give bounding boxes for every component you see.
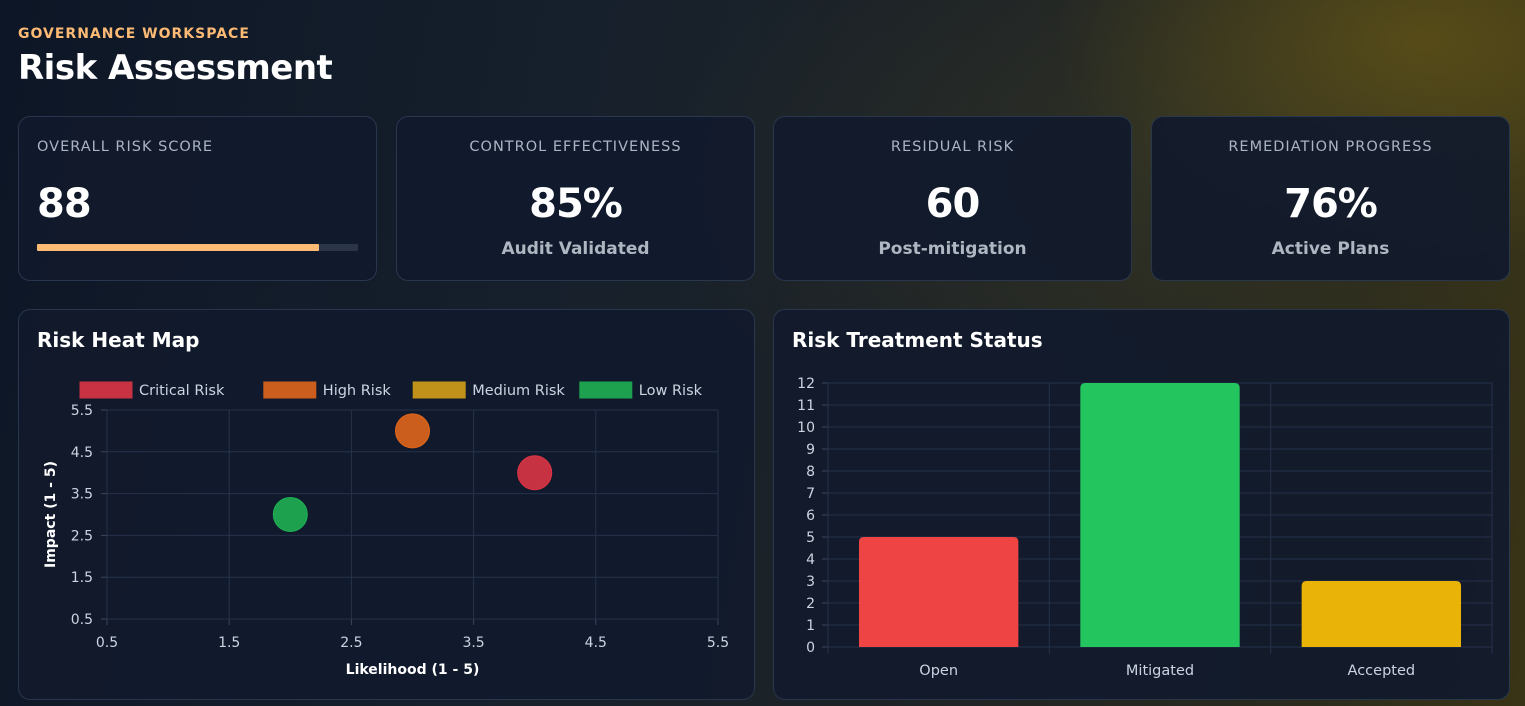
page-title: Risk Assessment bbox=[18, 48, 333, 88]
risk-score-progress-track bbox=[37, 244, 358, 251]
risk-score-progress-fill bbox=[37, 244, 320, 251]
y-tick-label: 3.5 bbox=[71, 487, 93, 503]
y-tick-label: 5.5 bbox=[71, 403, 93, 419]
kpi-subtitle: Post-mitigation bbox=[878, 239, 1027, 259]
y-tick-label: 7 bbox=[806, 486, 815, 502]
kpi-value: 60 bbox=[925, 181, 981, 227]
kpi-subtitle: Active Plans bbox=[1271, 239, 1390, 259]
y-tick-label: 1.5 bbox=[71, 570, 93, 586]
legend-label-1: High Risk bbox=[323, 383, 392, 399]
panel-title: Risk Treatment Status bbox=[792, 328, 1043, 352]
legend-swatch-1 bbox=[263, 381, 317, 399]
y-tick-label: 10 bbox=[797, 420, 815, 436]
y-tick-label: 12 bbox=[797, 376, 815, 392]
legend-swatch-3 bbox=[579, 381, 633, 399]
y-tick-label: 4.5 bbox=[71, 445, 93, 461]
x-tick-label: 4.5 bbox=[585, 635, 607, 651]
y-tick-label: 8 bbox=[806, 464, 815, 480]
kpi-value: 88 bbox=[37, 181, 92, 227]
y-tick-label: 4 bbox=[806, 552, 815, 568]
risk-point-high-risk bbox=[395, 413, 430, 449]
kpi-label: OVERALL RISK SCORE bbox=[37, 139, 214, 155]
kpi-remediation-progress: REMEDIATION PROGRESS 76% Active Plans bbox=[1151, 116, 1510, 281]
workspace-eyebrow: GOVERNANCE WORKSPACE bbox=[18, 26, 250, 42]
kpi-value: 85% bbox=[529, 181, 623, 227]
y-tick-label: 2.5 bbox=[71, 528, 93, 544]
y-tick-label: 5 bbox=[806, 530, 815, 546]
panel-title: Risk Heat Map bbox=[37, 328, 200, 352]
legend-swatch-0 bbox=[79, 381, 133, 399]
y-tick-label: 9 bbox=[806, 442, 815, 458]
y-axis-title: Impact (1 - 5) bbox=[43, 461, 59, 568]
kpi-value: 76% bbox=[1284, 181, 1378, 227]
legend-swatch-2 bbox=[412, 381, 466, 399]
bar-accepted bbox=[1301, 581, 1462, 647]
x-tick-label: 0.5 bbox=[96, 635, 118, 651]
y-tick-label: 0 bbox=[806, 640, 815, 656]
x-category-label: Mitigated bbox=[1126, 663, 1194, 679]
kpi-overall-risk-score: OVERALL RISK SCORE 88 bbox=[18, 116, 377, 281]
risk-point-low-risk bbox=[272, 497, 308, 532]
y-tick-label: 6 bbox=[806, 508, 815, 524]
risk-point-critical-risk bbox=[517, 455, 553, 491]
page-header: GOVERNANCE WORKSPACE Risk Assessment bbox=[18, 26, 333, 88]
x-axis-title: Likelihood (1 - 5) bbox=[346, 662, 480, 678]
kpi-control-effectiveness: CONTROL EFFECTIVENESS 85% Audit Validate… bbox=[396, 116, 755, 281]
risk-heat-map-chart: Critical Risk High Risk Medium Risk Low Ris… bbox=[43, 381, 729, 678]
x-tick-label: 3.5 bbox=[462, 635, 484, 651]
y-tick-label: 11 bbox=[797, 398, 815, 414]
x-tick-label: 1.5 bbox=[218, 635, 240, 651]
kpi-label: CONTROL EFFECTIVENESS bbox=[469, 139, 682, 155]
y-tick-label: 0.5 bbox=[71, 612, 93, 628]
bar-mitigated bbox=[1080, 383, 1240, 647]
legend-label-0: Critical Risk bbox=[139, 383, 225, 399]
risk-treatment-panel: Risk Treatment Status 12 11 10 9 8 7 6 5 4 3 2 1 0 Op… bbox=[773, 309, 1510, 700]
legend-label-2: Medium Risk bbox=[472, 383, 565, 399]
kpi-label: REMEDIATION PROGRESS bbox=[1228, 139, 1433, 155]
x-tick-label: 5.5 bbox=[707, 635, 729, 651]
x-category-label: Open bbox=[919, 663, 958, 679]
kpi-residual-risk: RESIDUAL RISK 60 Post-mitigation bbox=[773, 116, 1132, 281]
y-tick-label: 2 bbox=[806, 596, 815, 612]
y-tick-label: 1 bbox=[806, 618, 815, 634]
x-category-label: Accepted bbox=[1348, 663, 1416, 679]
kpi-subtitle: Audit Validated bbox=[501, 239, 650, 259]
y-tick-label: 3 bbox=[806, 574, 815, 590]
legend-label-3: Low Risk bbox=[639, 383, 703, 399]
bar-open bbox=[858, 537, 1019, 647]
risk-heat-map-panel: Risk Heat Map Critical Risk High Risk Medi… bbox=[18, 309, 755, 700]
x-tick-label: 2.5 bbox=[340, 635, 362, 651]
kpi-label: RESIDUAL RISK bbox=[890, 139, 1015, 155]
